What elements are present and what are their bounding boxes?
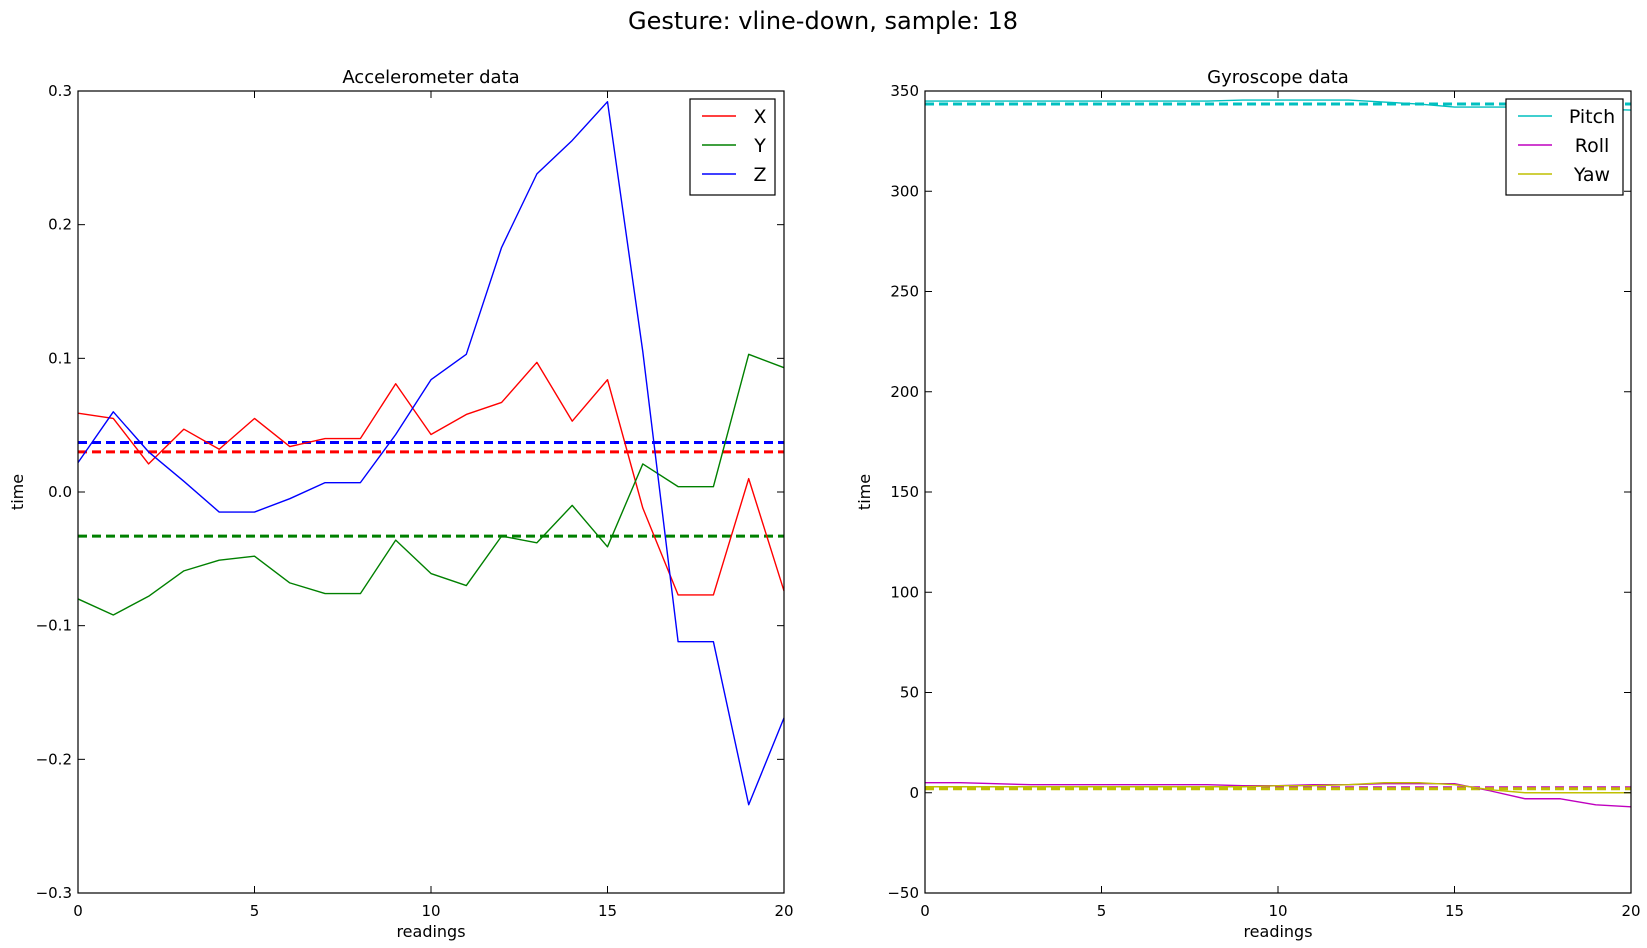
y-tick-label: 50 <box>900 684 919 702</box>
series-line-yaw <box>925 782 1631 794</box>
legend-label-y: Y <box>753 135 766 157</box>
axes-frame <box>77 90 785 894</box>
y-axis-label: time <box>855 474 874 510</box>
x-axis-label: readings <box>396 922 465 941</box>
y-tick-label: 100 <box>890 583 919 601</box>
y-tick-label: −0.1 <box>36 617 72 635</box>
y-tick-label: 0.1 <box>48 349 72 367</box>
legend: XYZ <box>689 98 776 196</box>
x-axis-label: readings <box>1243 922 1312 941</box>
x-tick-label: 0 <box>920 902 930 920</box>
y-tick-label: −50 <box>887 884 919 902</box>
y-tick-label: 200 <box>890 383 919 401</box>
gyroscope-panel: 0 5 10 15 20−50050100150200250300350Gyroscop… <box>855 67 1641 941</box>
accelerometer-panel: 0 5 10 15 20 −0.3 −0.2 −0.1 0.0 0.1 0.2 0.3 Accelero… <box>8 67 794 941</box>
y-tick-label: 300 <box>890 182 919 200</box>
panel-title: Accelerometer data <box>342 67 519 88</box>
legend-box <box>689 98 776 196</box>
y-tick-label: −0.3 <box>36 884 72 902</box>
y-axis-label: time <box>8 474 27 510</box>
x-tick-label: 5 <box>250 902 260 920</box>
axes-frame <box>924 90 1632 894</box>
x-tick-label: 10 <box>421 902 440 920</box>
y-tick-label: 0.0 <box>48 483 72 501</box>
legend-label-x: X <box>753 106 766 128</box>
panel-title: Gyroscope data <box>1207 67 1349 88</box>
series-line-z <box>77 100 785 806</box>
x-tick-label: 5 <box>1097 902 1107 920</box>
legend: Pitch Roll Yaw <box>1505 98 1624 196</box>
y-tick-label: 0 <box>909 784 919 802</box>
x-tick-label: 15 <box>1445 902 1464 920</box>
y-tick-label: −0.2 <box>36 750 72 768</box>
legend-label-z: Z <box>753 164 766 186</box>
y-tick-label: 0.2 <box>48 216 72 234</box>
y-tick-label: 0.3 <box>48 82 72 100</box>
x-tick-label: 20 <box>1621 902 1640 920</box>
legend-label-yaw: Yaw <box>1573 164 1610 186</box>
series-line-y <box>77 353 785 616</box>
series-line-x <box>77 361 785 596</box>
legend-label-roll: Roll <box>1575 135 1610 157</box>
x-tick-label: 15 <box>598 902 617 920</box>
x-tick-label: 20 <box>774 902 793 920</box>
y-tick-label: 250 <box>890 283 919 301</box>
y-tick-label: 350 <box>890 82 919 100</box>
x-tick-label: 10 <box>1268 902 1287 920</box>
figure-suptitle: Gesture: vline-down, sample: 18 <box>628 7 1018 35</box>
legend-box <box>1505 98 1624 196</box>
legend-label-pitch: Pitch <box>1569 106 1615 128</box>
x-tick-label: 0 <box>73 902 83 920</box>
y-tick-label: 150 <box>890 483 919 501</box>
